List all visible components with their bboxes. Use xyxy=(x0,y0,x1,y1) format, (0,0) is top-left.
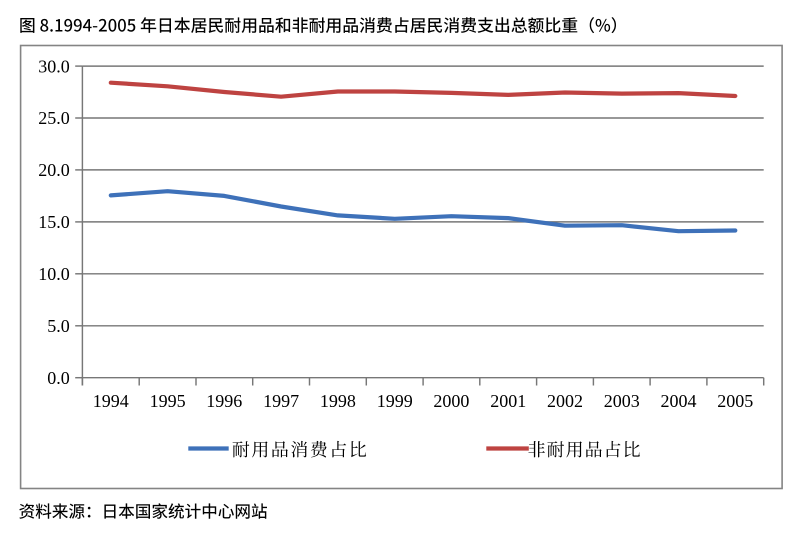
svg-text:25.0: 25.0 xyxy=(38,108,70,128)
svg-text:5.0: 5.0 xyxy=(47,316,70,336)
svg-text:2003: 2003 xyxy=(604,391,640,411)
svg-text:20.0: 20.0 xyxy=(38,160,70,180)
svg-text:30.0: 30.0 xyxy=(38,56,70,76)
svg-text:1995: 1995 xyxy=(150,391,186,411)
svg-text:2002: 2002 xyxy=(547,391,583,411)
svg-text:15.0: 15.0 xyxy=(38,212,70,232)
svg-text:1998: 1998 xyxy=(320,391,356,411)
svg-text:2000: 2000 xyxy=(433,391,469,411)
svg-text:0.0: 0.0 xyxy=(47,368,70,388)
svg-text:1996: 1996 xyxy=(206,391,242,411)
svg-text:2001: 2001 xyxy=(490,391,526,411)
svg-text:1999: 1999 xyxy=(377,391,413,411)
svg-text:1994: 1994 xyxy=(93,391,129,411)
svg-text:2004: 2004 xyxy=(661,391,697,411)
svg-text:2005: 2005 xyxy=(717,391,753,411)
svg-text:10.0: 10.0 xyxy=(38,264,70,284)
svg-text:1997: 1997 xyxy=(263,391,299,411)
